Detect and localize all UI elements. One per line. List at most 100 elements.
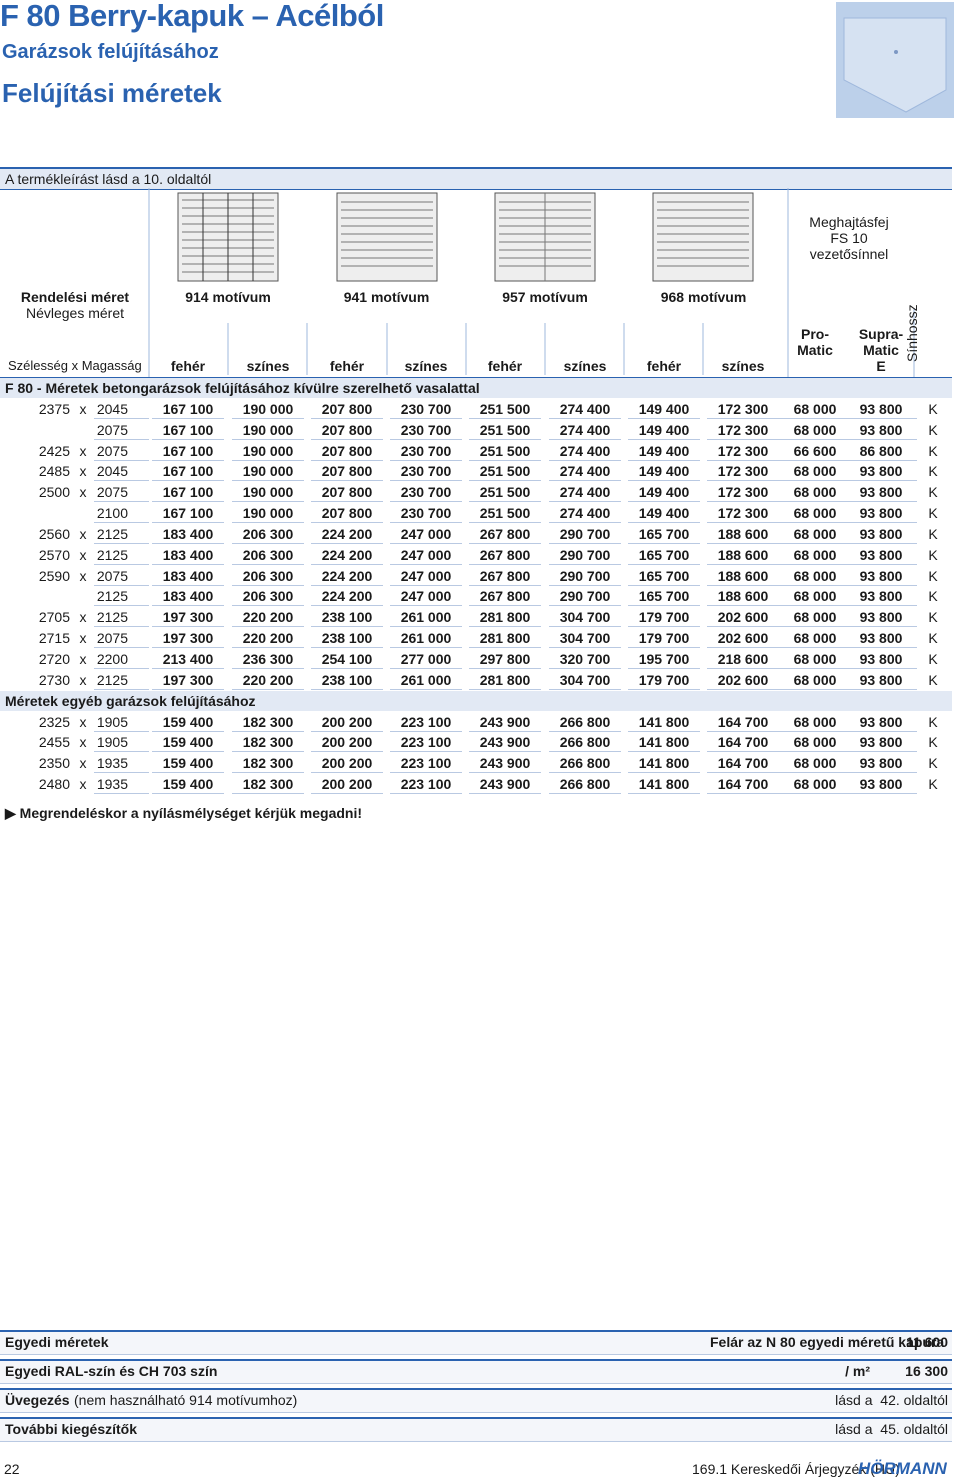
cell-rule — [390, 438, 462, 440]
cell-rule — [311, 751, 383, 753]
cell-rule — [152, 542, 224, 544]
price: 149 400 — [638, 400, 690, 417]
price: 251 500 — [479, 400, 531, 417]
times: x — [79, 442, 87, 459]
price: 207 800 — [321, 484, 373, 501]
times: x — [79, 400, 87, 417]
price: 68 000 — [793, 567, 837, 584]
price: 224 200 — [321, 525, 373, 542]
price: 254 100 — [321, 651, 373, 667]
cell-rule — [390, 501, 462, 503]
drive-head: vezetősínnel — [809, 246, 889, 262]
cell-rule — [469, 605, 541, 607]
cell-rule — [390, 605, 462, 607]
price: 179 700 — [638, 609, 690, 626]
price: 290 700 — [559, 588, 611, 605]
price: 218 600 — [717, 651, 769, 667]
row-rule — [94, 751, 149, 753]
cell-rule — [549, 522, 621, 524]
color-white: fehér — [487, 358, 523, 374]
width: 2715 — [38, 630, 70, 647]
cell-rule — [549, 563, 621, 565]
cell-rule — [232, 751, 304, 753]
cell-rule — [232, 626, 304, 628]
price: 183 400 — [162, 567, 214, 584]
cell-rule — [469, 438, 541, 440]
price: 274 400 — [559, 505, 611, 522]
price: 281 800 — [479, 609, 531, 626]
price: 251 500 — [479, 463, 531, 480]
cell-rule — [779, 688, 851, 690]
cell-rule — [549, 605, 621, 607]
price: 230 700 — [400, 442, 452, 459]
price: 190 000 — [242, 421, 294, 438]
times: x — [79, 546, 87, 563]
price: 261 000 — [400, 671, 452, 688]
price: 267 800 — [479, 546, 531, 563]
door-images — [148, 188, 915, 378]
price: 93 800 — [859, 400, 903, 417]
row-rule — [94, 417, 149, 419]
height: 2075 — [96, 484, 128, 501]
extra-ref: lásd a 42. oldaltól — [835, 1392, 948, 1408]
price: 261 000 — [400, 609, 452, 626]
cell-rule — [152, 563, 224, 565]
cell-rule — [845, 501, 917, 503]
row-rule — [94, 730, 149, 732]
cell-rule — [628, 668, 700, 669]
cell-rule — [232, 647, 304, 649]
height: 2200 — [96, 651, 128, 667]
cell-rule — [779, 501, 851, 503]
cell-rule — [152, 605, 224, 607]
row-rule — [94, 793, 149, 795]
rail: K — [928, 567, 938, 584]
price: 267 800 — [479, 525, 531, 542]
price: 68 000 — [793, 525, 837, 542]
price: 190 000 — [242, 442, 294, 459]
price: 172 300 — [717, 400, 769, 417]
cell-rule — [549, 793, 621, 795]
order-note-text: Megrendeléskor a nyílásmélységet kérjük … — [19, 805, 363, 821]
height: 2125 — [96, 546, 128, 563]
cell-rule — [549, 688, 621, 690]
price: 224 200 — [321, 567, 373, 584]
section-title: Felújítási méretek — [2, 78, 222, 108]
height: 1905 — [96, 713, 128, 730]
row-rule — [94, 522, 149, 524]
price: 141 800 — [638, 713, 690, 730]
row-rule — [94, 563, 149, 565]
cell-rule — [628, 584, 700, 586]
price: 304 700 — [559, 671, 611, 688]
price: 149 400 — [638, 463, 690, 480]
cell-rule — [469, 563, 541, 565]
times: x — [79, 651, 87, 667]
cell-rule — [311, 522, 383, 524]
price: 167 100 — [162, 442, 214, 459]
cell-rule — [628, 459, 700, 461]
color-white: fehér — [646, 358, 682, 374]
price: 247 000 — [400, 567, 452, 584]
promatic: Matic — [797, 342, 833, 358]
row-rule — [94, 688, 149, 690]
cell-rule — [845, 459, 917, 461]
supramatic: Supra- — [858, 326, 904, 342]
cell-rule — [845, 584, 917, 586]
width: 2560 — [38, 525, 70, 542]
price: 206 300 — [242, 588, 294, 605]
extra-bar — [0, 1417, 952, 1442]
rail: K — [928, 442, 938, 459]
cell-rule — [845, 751, 917, 753]
price: 93 800 — [859, 588, 903, 605]
row-rule — [94, 438, 149, 440]
cell-rule — [549, 772, 621, 774]
price: 188 600 — [717, 546, 769, 563]
cell-rule — [469, 772, 541, 774]
row-rule — [94, 480, 149, 482]
price: 243 900 — [479, 734, 531, 751]
cell-rule — [232, 522, 304, 524]
cell-rule — [232, 772, 304, 774]
price: 223 100 — [400, 734, 452, 751]
supramatic: Matic — [863, 342, 899, 358]
extra-detail: (nem használható 914 motívumhoz) — [74, 1392, 298, 1408]
